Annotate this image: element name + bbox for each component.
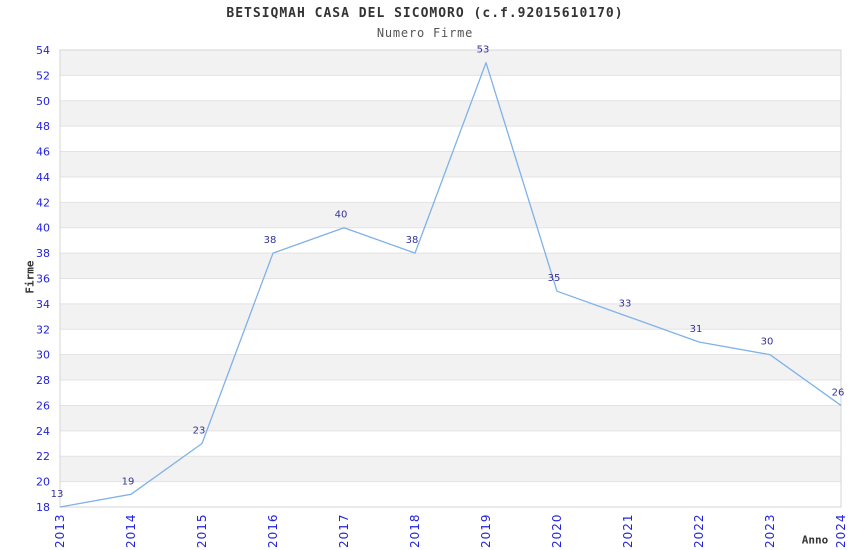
data-point-label: 30 — [761, 337, 774, 348]
y-tick-label: 48 — [36, 120, 50, 133]
chart-title: BETSIQMAH CASA DEL SICOMORO (c.f.9201561… — [226, 6, 624, 21]
y-tick-label: 34 — [36, 298, 50, 311]
grid-band — [60, 202, 841, 228]
x-tick-label: 2017 — [337, 513, 351, 548]
data-line — [59, 62, 842, 508]
y-tick-label: 46 — [36, 146, 50, 159]
plot-border — [59, 49, 842, 508]
grid-band — [60, 303, 841, 330]
data-point-label: 31 — [690, 324, 703, 335]
y-tick-label: 28 — [36, 374, 50, 387]
x-tick-label: 2016 — [266, 513, 280, 548]
y-tick-label: 20 — [36, 476, 50, 489]
x-tick-label: 2013 — [53, 513, 67, 548]
x-tick-label: 2020 — [550, 513, 564, 548]
x-tick-label: 2024 — [834, 513, 848, 548]
chart-subtitle: Numero Firme — [376, 26, 474, 40]
data-point-label: 53 — [477, 45, 490, 56]
y-tick-label: 32 — [36, 323, 50, 336]
y-tick-label: 44 — [36, 171, 50, 184]
y-tick-label: 22 — [36, 450, 50, 463]
x-tick-label: 2018 — [408, 513, 422, 548]
y-tick-label: 52 — [36, 69, 50, 82]
x-tick-label: 2015 — [195, 513, 209, 548]
x-tick-label: 2021 — [621, 513, 635, 548]
grid-band — [60, 50, 841, 76]
y-tick-label: 38 — [36, 247, 50, 260]
grid-band — [60, 151, 841, 177]
y-tick-label: 40 — [36, 222, 50, 235]
x-tick-label: 2014 — [124, 513, 138, 548]
y-tick-label: 18 — [36, 501, 50, 514]
data-point-label: 38 — [406, 235, 419, 246]
x-tick-label: 2023 — [763, 513, 777, 548]
y-tick-label: 24 — [36, 425, 50, 438]
data-point-label: 33 — [619, 299, 632, 310]
grid-band — [60, 253, 841, 279]
data-point-label: 19 — [122, 476, 135, 487]
data-point-label: 26 — [832, 387, 845, 398]
x-tick-label: 2019 — [479, 513, 493, 548]
grid-band — [60, 456, 841, 482]
y-tick-label: 42 — [36, 196, 50, 209]
y-tick-label: 54 — [36, 44, 50, 57]
data-point-label: 40 — [335, 210, 348, 221]
data-point-label: 35 — [548, 273, 561, 284]
grid-band — [60, 354, 841, 381]
y-tick-label: 50 — [36, 95, 50, 108]
y-tick-label: 26 — [36, 399, 50, 412]
data-point-label: 13 — [51, 489, 64, 500]
y-tick-label: 30 — [36, 349, 50, 362]
grid-band — [60, 100, 841, 127]
grid-band — [60, 405, 841, 431]
data-point-label: 23 — [193, 426, 206, 437]
data-point-label: 38 — [264, 235, 277, 246]
x-tick-label: 2022 — [692, 513, 706, 548]
x-axis-title: Anno — [801, 533, 829, 547]
y-tick-label: 36 — [36, 273, 50, 286]
